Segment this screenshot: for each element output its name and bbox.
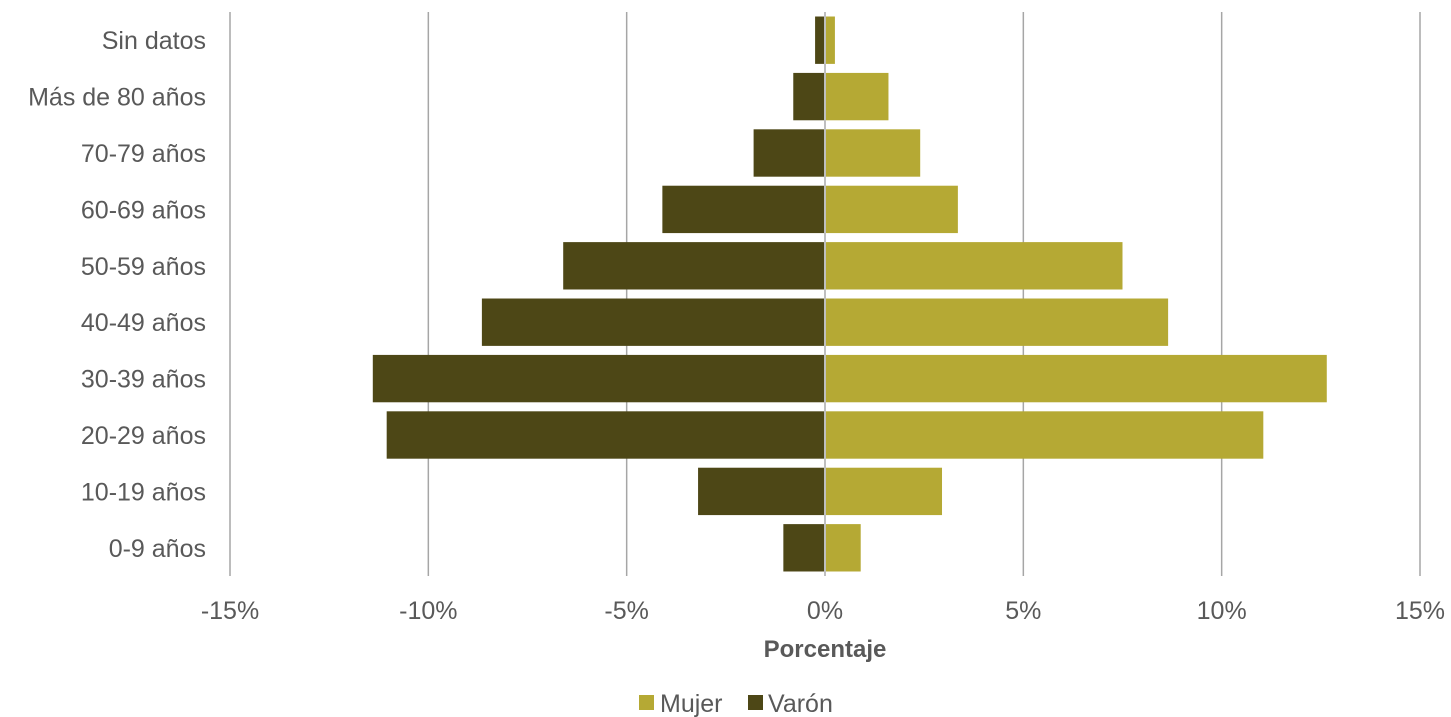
- category-labels: 0-9 años 10-19 años 20-29 años 30-39 años 40…: [28, 27, 206, 563]
- x-tick-label: -15%: [201, 597, 259, 625]
- legend-swatch: [748, 695, 763, 710]
- bar-varon: [662, 185, 825, 234]
- x-tick-label: 10%: [1197, 597, 1247, 625]
- bar-varon: [481, 298, 825, 346]
- category-label: 50-59 años: [81, 253, 206, 281]
- x-tick-label: 0%: [807, 597, 843, 625]
- legend: Mujer Varón: [639, 690, 833, 717]
- x-tick-label: 5%: [1005, 597, 1041, 625]
- category-label: 0-9 años: [109, 535, 206, 563]
- bar-varon: [698, 467, 825, 516]
- bar-mujer: [825, 354, 1327, 403]
- bar-mujer: [825, 411, 1264, 459]
- x-axis-title: Porcentaje: [764, 636, 887, 663]
- bar-varon: [563, 242, 825, 290]
- bar-mujer: [825, 467, 943, 516]
- bar-mujer: [825, 298, 1169, 346]
- bar-varon: [753, 129, 825, 177]
- category-label: 20-29 años: [81, 422, 206, 450]
- bar-mujer: [825, 185, 958, 234]
- bars: [372, 16, 1327, 572]
- bar-mujer: [825, 524, 861, 572]
- bar-varon: [372, 354, 825, 403]
- x-tick-label: -10%: [399, 597, 457, 625]
- bar-mujer: [825, 242, 1123, 290]
- legend-label: Mujer: [660, 690, 723, 717]
- category-label: 30-39 años: [81, 366, 206, 394]
- bar-mujer: [825, 16, 835, 64]
- category-label: 10-19 años: [81, 478, 206, 506]
- x-tick-labels: -15% -10% -5% 0% 5% 10% 15%: [201, 597, 1445, 625]
- category-label: 60-69 años: [81, 196, 206, 224]
- bar-varon: [815, 16, 825, 64]
- bar-varon: [386, 411, 825, 459]
- bar-mujer: [825, 72, 889, 121]
- x-tick-label: -5%: [604, 597, 648, 625]
- legend-label: Varón: [768, 690, 833, 717]
- category-label: Más de 80 años: [28, 84, 206, 112]
- category-label: Sin datos: [102, 27, 206, 55]
- bar-mujer: [825, 129, 921, 177]
- category-label: 70-79 años: [81, 140, 206, 168]
- bar-varon: [783, 524, 825, 572]
- legend-swatch: [639, 695, 654, 710]
- x-tick-label: 15%: [1395, 597, 1445, 625]
- grid-lines: [229, 12, 1421, 576]
- bar-varon: [793, 72, 825, 121]
- category-label: 40-49 años: [81, 309, 206, 337]
